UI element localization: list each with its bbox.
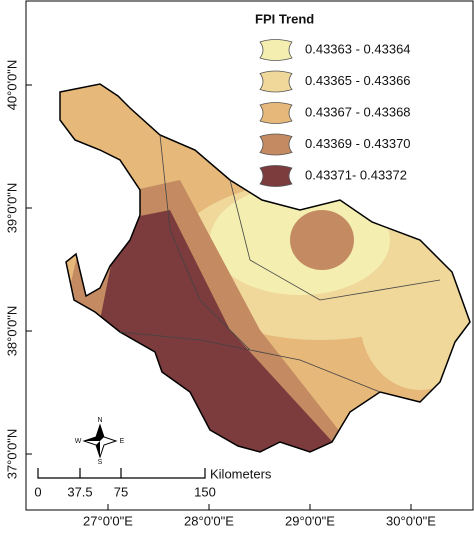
lat-label: 39°0'0"N xyxy=(4,183,19,234)
scale-label: 37.5 xyxy=(67,484,92,499)
lat-label: 38°0'0"N xyxy=(4,306,19,357)
district-borders xyxy=(119,134,441,393)
lat-label: 37°0'0"N xyxy=(4,429,19,480)
scale-label: 0 xyxy=(34,484,41,499)
lon-label: 29°0'0"E xyxy=(285,513,335,528)
compass-north: N xyxy=(97,417,102,424)
longitude-labels: 27°0'0"E 28°0'0"E 29°0'0"E 30°0'0"E xyxy=(83,504,436,528)
legend-swatch xyxy=(259,165,293,187)
legend-label: 0.43369 - 0.43370 xyxy=(305,136,411,151)
lon-label: 27°0'0"E xyxy=(83,513,133,528)
lat-label: 40°0'0"N xyxy=(4,60,19,111)
region-outline xyxy=(59,83,471,453)
legend-label: 0.43367 - 0.43368 xyxy=(305,104,411,119)
legend: 0.43363 - 0.43364 0.43365 - 0.43366 0.4336… xyxy=(259,39,411,187)
scale-label: 150 xyxy=(194,484,216,499)
legend-swatch xyxy=(259,102,293,124)
scale-bar xyxy=(37,468,206,479)
legend-swatch xyxy=(259,39,293,61)
legend-swatch xyxy=(259,133,293,156)
scale-label: 75 xyxy=(114,484,128,499)
legend-title: FPI Trend xyxy=(255,11,314,26)
scale-unit: Kilometers xyxy=(210,466,272,481)
latitude-labels: 40°0'0"N 39°0'0"N 38°0'0"N 37°0'0"N xyxy=(4,60,32,480)
compass-east: E xyxy=(120,438,125,445)
legend-label: 0.43363 - 0.43364 xyxy=(305,41,411,56)
compass-south: S xyxy=(98,459,103,466)
legend-label: 0.43371- 0.43372 xyxy=(305,167,407,182)
legend-label: 0.43365 - 0.43366 xyxy=(305,73,411,88)
legend-swatch xyxy=(259,70,293,93)
lon-label: 28°0'0"E xyxy=(184,513,234,528)
lon-label: 30°0'0"E xyxy=(386,513,436,528)
scale-labels: 0 37.5 75 150 xyxy=(34,484,215,499)
compass: N S E W xyxy=(75,417,125,466)
compass-west: W xyxy=(75,438,82,445)
